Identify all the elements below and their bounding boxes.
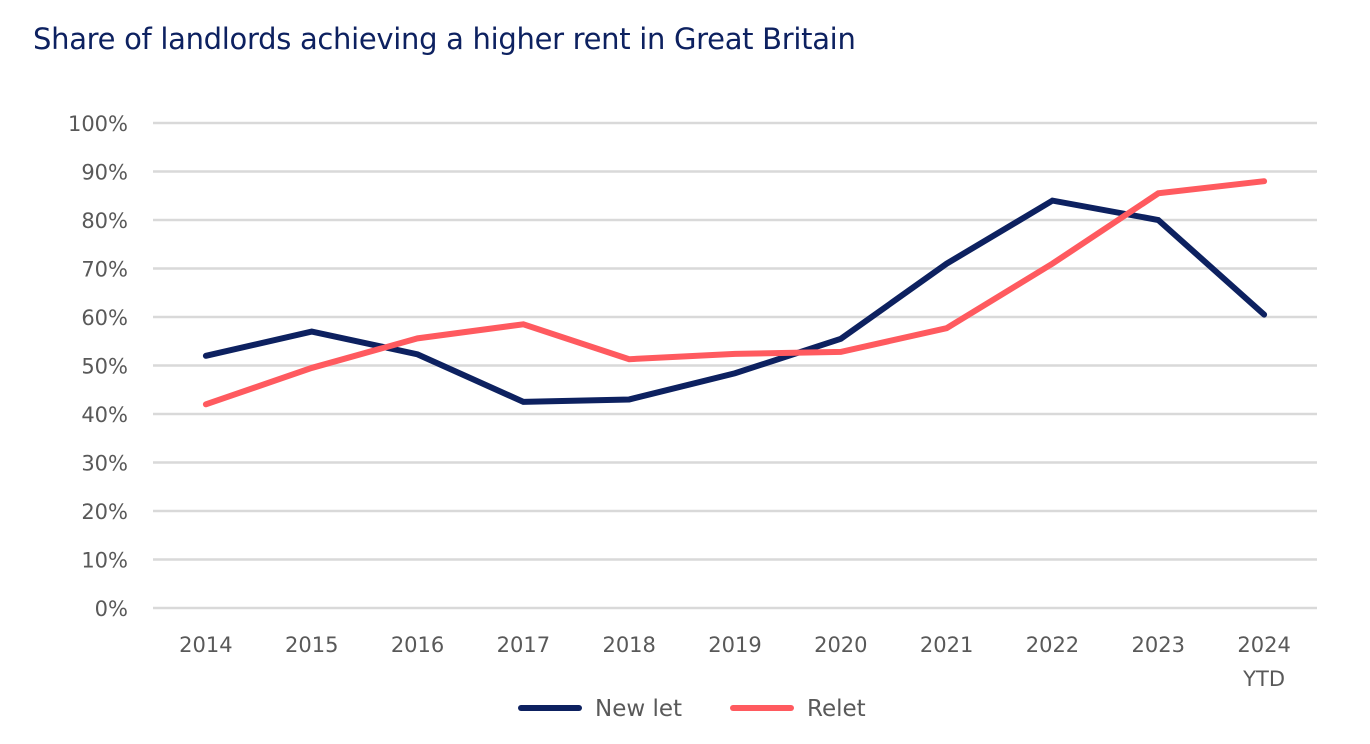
x-tick-label: 2022 — [1026, 633, 1079, 657]
gridlines — [153, 121, 1317, 610]
y-tick-label: 90% — [81, 161, 128, 185]
chart-title: Share of landlords achieving a higher re… — [33, 22, 856, 56]
y-tick-label: 50% — [81, 355, 128, 379]
x-tick-label: 2024 YTD — [1237, 633, 1290, 691]
x-tick-label: 2023 — [1132, 633, 1185, 657]
x-tick-label: 2018 — [602, 633, 655, 657]
y-axis: 0% 10% 20% 30% 40% 50% 60% 70% 80% 90% 100% — [68, 112, 128, 621]
x-tick-label: 2019 — [708, 633, 761, 657]
x-tick-label: 2014 — [179, 633, 232, 657]
y-tick-label: 0% — [95, 597, 128, 621]
y-tick-label: 30% — [81, 452, 128, 476]
x-tick-label: 2020 — [814, 633, 867, 657]
x-tick-label: 2016 — [391, 633, 444, 657]
x-tick-label: 2015 — [285, 633, 338, 657]
legend: New let Relet — [518, 696, 866, 722]
y-tick-label: 80% — [81, 209, 128, 233]
y-tick-label: 70% — [81, 258, 128, 282]
x-axis: 2014 2015 2016 2017 2018 2019 2020 2021 2022 2023… — [179, 633, 1291, 691]
y-tick-label: 60% — [81, 306, 128, 330]
legend-item-relet[interactable]: Relet — [730, 696, 866, 722]
series-lines — [202, 178, 1268, 408]
legend-label: New let — [595, 696, 682, 722]
y-tick-label: 40% — [81, 403, 128, 427]
y-tick-label: 100% — [68, 112, 128, 136]
y-tick-label: 20% — [81, 500, 128, 524]
legend-item-new-let[interactable]: New let — [518, 696, 682, 722]
y-tick-label: 10% — [81, 549, 128, 573]
x-tick-label: 2017 — [497, 633, 550, 657]
legend-label: Relet — [807, 696, 866, 722]
x-tick-label: 2021 — [920, 633, 973, 657]
